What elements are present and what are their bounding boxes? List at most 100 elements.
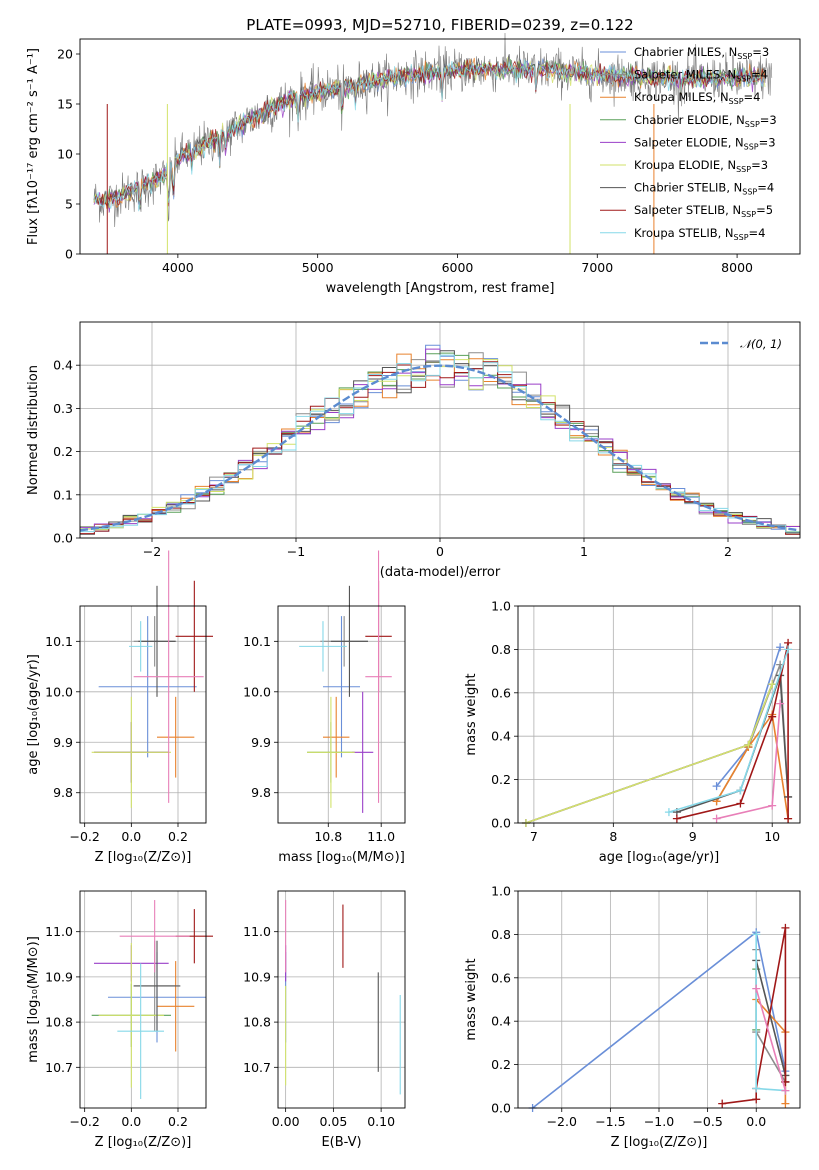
- spectrum-ytick-label: 0: [65, 247, 73, 262]
- ebv_vs_mass-xtick-label: 0.00: [272, 1114, 300, 1129]
- legend-entry: Salpeter ELODIE, NSSP=3: [634, 135, 776, 151]
- mass_vs_Z-xtick-label: 0.0: [121, 1114, 141, 1129]
- weight-point-marker: [752, 984, 761, 993]
- legend-entry: 𝒩(0, 1): [740, 337, 782, 351]
- age_vs_Z-xtick-label: 0.0: [121, 829, 141, 844]
- weight-point-marker: [752, 1084, 761, 1093]
- spectrum-model-line: [93, 59, 766, 212]
- age_vs_Z-ylabel: age [log₁₀(age/yr)]: [26, 654, 41, 775]
- weight-series-line: [525, 683, 773, 824]
- mass_vs_Z-ytick-label: 10.8: [45, 1015, 73, 1030]
- weight-point-marker: [672, 814, 681, 823]
- residuals-xtick-label: 1: [580, 544, 588, 559]
- mass_vs_Z-xtick-label: −0.2: [69, 1114, 99, 1129]
- mass_vs_Z-ylabel: mass [log₁₀(M/M⊙)]: [26, 936, 41, 1063]
- age_vs_Z-ytick-label: 10.0: [45, 684, 73, 699]
- spectrum-data-line: [93, 32, 773, 228]
- legend-entry: Chabrier MILES, NSSP=3: [634, 45, 769, 61]
- weight-series-line: [755, 988, 787, 1091]
- age_vs_Z-ytick-label: 9.8: [53, 785, 73, 800]
- weight_vs_age-ytick-label: 0.6: [491, 685, 511, 700]
- weight-point-marker: [712, 814, 721, 823]
- spectrum-ytick-label: 5: [65, 197, 73, 212]
- mass_vs_Z-ytick-label: 10.7: [45, 1060, 73, 1075]
- legend-entry: Chabrier ELODIE, NSSP=3: [634, 113, 777, 129]
- mass_vs_Z-ytick-label: 10.9: [45, 969, 73, 984]
- weight_vs_Z-ylabel: mass weight: [464, 958, 479, 1040]
- residuals-ylabel: Normed distribution: [26, 365, 41, 495]
- weight_vs_Z-ytick-label: 0.0: [491, 1101, 511, 1116]
- age_vs_Z-frame: [79, 605, 207, 824]
- weight_vs_age-xtick-label: 8: [609, 829, 617, 844]
- weight_vs_age-frame: [517, 605, 801, 824]
- weight-point-marker: [718, 1099, 727, 1108]
- weight_vs_Z-ytick-label: 0.2: [491, 1057, 511, 1072]
- weight_vs_age-ylabel: mass weight: [464, 673, 479, 755]
- residuals-frame: [79, 321, 801, 539]
- ebv_vs_mass-ytick-label: 10.9: [243, 969, 271, 984]
- weight_vs_age-xtick-label: 7: [530, 829, 538, 844]
- weight_vs_age-ytick-label: 0.8: [491, 642, 511, 657]
- weight-point-marker: [736, 799, 745, 808]
- weight-point-marker: [776, 643, 785, 652]
- weight-point-marker: [784, 645, 793, 654]
- residuals-xtick-label: 0: [436, 544, 444, 559]
- mass_vs_Z-frame: [79, 890, 207, 1109]
- residuals-ytick-label: 0.4: [53, 358, 73, 373]
- age_vs_Z-ytick-label: 9.9: [53, 735, 73, 750]
- ebv_vs_mass-xlabel: E(B-V): [321, 1135, 361, 1150]
- weight-point-marker: [744, 740, 753, 749]
- ebv_vs_mass-ytick-label: 10.7: [243, 1060, 271, 1075]
- age_vs_mass-ytick-label: 10.0: [243, 684, 271, 699]
- weight-series-line: [668, 649, 789, 813]
- weight_vs_age-ytick-label: 0.4: [491, 729, 511, 744]
- weight_vs_Z-ytick-label: 0.6: [491, 970, 511, 985]
- residuals-xlabel: (data-model)/error: [380, 565, 501, 580]
- weight_vs_Z-xtick-label: 0.0: [746, 1114, 766, 1129]
- weight_vs_age-xtick-label: 10: [764, 829, 780, 844]
- age_vs_mass-xlabel: mass [log₁₀(M/M⊙)]: [278, 850, 405, 865]
- weight_vs_age-ytick-label: 0.0: [491, 816, 511, 831]
- spectrum-ytick-label: 15: [57, 97, 73, 112]
- weight-series-line: [722, 927, 787, 1105]
- weight_vs_Z-ytick-label: 1.0: [491, 884, 511, 899]
- legend-entry: Kroupa ELODIE, NSSP=3: [634, 158, 768, 174]
- spectrum-xtick-label: 8000: [721, 260, 753, 275]
- age_vs_mass-ytick-label: 9.9: [251, 735, 271, 750]
- weight_vs_Z-xtick-label: −0.5: [692, 1114, 722, 1129]
- ebv_vs_mass-ytick-label: 11.0: [243, 924, 271, 939]
- weight_vs_age-xlabel: age [log₁₀(age/yr)]: [599, 850, 720, 865]
- age_vs_mass-xtick-label: 10.8: [314, 829, 342, 844]
- weight-point-marker: [781, 923, 790, 932]
- age_vs_mass-frame: [277, 605, 406, 824]
- legend-entry: Kroupa STELIB, NSSP=4: [634, 226, 765, 242]
- spectrum-ytick-label: 10: [57, 147, 73, 162]
- weight-point-marker: [781, 1099, 790, 1108]
- residuals-ytick-label: 0.0: [53, 531, 73, 546]
- weight-point-marker: [784, 814, 793, 823]
- spectrum-xtick-label: 5000: [302, 260, 334, 275]
- spectrum-xtick-label: 4000: [162, 260, 194, 275]
- weight-series-line: [525, 683, 773, 824]
- ebv_vs_mass-frame: [277, 890, 406, 1109]
- mass_vs_Z-ytick-label: 11.0: [45, 924, 73, 939]
- spectrum-ytick-label: 20: [57, 47, 73, 62]
- weight-point-marker: [781, 1086, 790, 1095]
- legend-entry: Kroupa MILES, NSSP=4: [634, 90, 760, 106]
- ebv_vs_mass-ytick-label: 10.8: [243, 1015, 271, 1030]
- weight-point-marker: [664, 808, 673, 817]
- weight_vs_Z-ytick-label: 0.4: [491, 1014, 511, 1029]
- normal-curve: [79, 364, 798, 532]
- histogram-step: [80, 361, 800, 535]
- weight_vs_Z-xtick-label: −2.0: [547, 1114, 577, 1129]
- weight_vs_age-ytick-label: 1.0: [491, 599, 511, 614]
- age_vs_mass-ytick-label: 10.1: [243, 634, 271, 649]
- spectrum-xtick-label: 7000: [581, 260, 613, 275]
- weight-point-marker: [712, 782, 721, 791]
- legend-entry: Salpeter MILES, NSSP=4: [634, 68, 768, 84]
- residuals-ytick-label: 0.3: [53, 401, 73, 416]
- weight_vs_age-ytick-label: 0.2: [491, 772, 511, 787]
- weight-point-marker: [768, 680, 777, 689]
- mass_vs_Z-xtick-label: 0.2: [168, 1114, 188, 1129]
- weight_vs_Z-xtick-label: −1.0: [644, 1114, 674, 1129]
